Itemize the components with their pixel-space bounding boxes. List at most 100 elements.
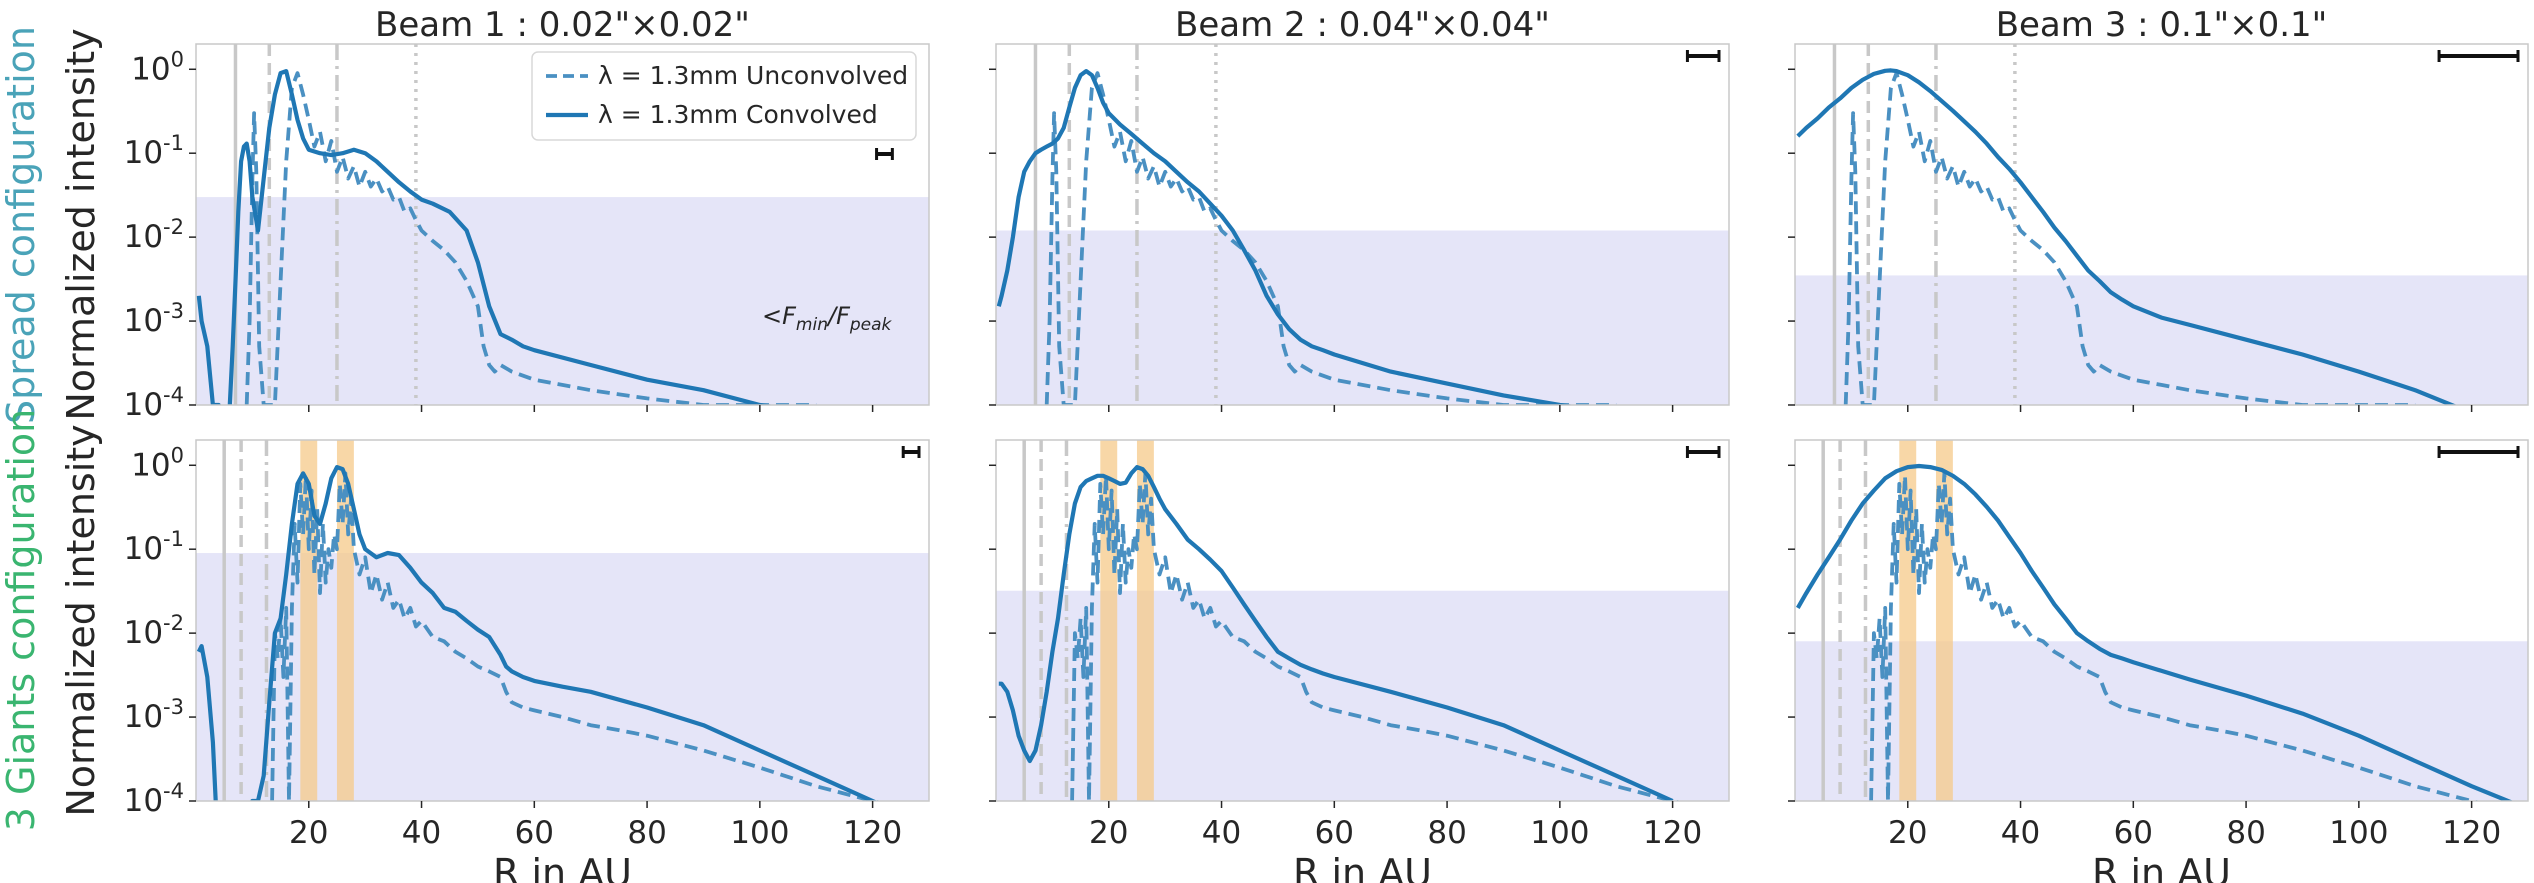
x-tick-label: 40 — [2001, 815, 2040, 851]
series-line-unconvolved — [1843, 71, 2416, 405]
y-tick-label: 100 — [131, 47, 184, 87]
y-tick-label: 10-2 — [124, 611, 184, 651]
plot-area — [196, 44, 929, 405]
threshold-band — [196, 553, 929, 801]
y-tick-label: 100 — [131, 443, 184, 483]
y-tick-base: 10 — [124, 135, 163, 171]
x-axis-label: R in AU — [2092, 851, 2231, 883]
x-axis-label: R in AU — [1293, 851, 1432, 883]
gap-band — [1100, 440, 1118, 801]
plot-area — [1795, 44, 2528, 405]
legend-label-unconvolved: λ = 1.3mm Unconvolved — [598, 61, 908, 90]
y-tick-base: 10 — [131, 51, 170, 87]
axes-frame — [995, 439, 1730, 802]
y-tick-exponent: 0 — [171, 443, 184, 467]
series-line-convolved — [1795, 463, 2514, 801]
x-tick-label: 100 — [1530, 815, 1589, 851]
y-tick-label: 10-4 — [124, 383, 184, 423]
plot-area — [196, 440, 929, 801]
panel-title: Beam 3 : 0.1"×0.1" — [1996, 5, 2328, 45]
axes-frame — [1794, 43, 2529, 406]
y-tick-exponent: 0 — [171, 47, 184, 71]
series-line-unconvolved — [1044, 71, 1617, 405]
x-axis-label: R in AU — [493, 851, 632, 883]
panel-spread-beam2: Beam 2 : 0.04"×0.04" — [989, 5, 1730, 412]
x-tick-label: 80 — [2226, 815, 2265, 851]
x-tick-label: 60 — [1315, 815, 1354, 851]
y-axis-label: Normalized intensity — [59, 28, 103, 420]
x-tick-label: 120 — [1643, 815, 1702, 851]
x-tick-label: 120 — [2442, 815, 2501, 851]
panel-title: Beam 2 : 0.04"×0.04" — [1175, 5, 1550, 45]
series-line-convolved — [196, 69, 775, 405]
panel-giants-beam2: 20 40 60 80 100 120 R in AU — [989, 439, 1730, 883]
threshold-band — [196, 197, 929, 405]
series-line-convolved — [1796, 68, 2458, 405]
y-tick-label: 10-4 — [124, 779, 184, 819]
x-tick-label: 100 — [730, 815, 789, 851]
x-tick-label: 80 — [1427, 815, 1466, 851]
y-tick-label: 10-3 — [124, 299, 184, 339]
series-line-convolved — [996, 69, 1575, 405]
x-tick-label: 20 — [289, 815, 328, 851]
x-tick-label: 100 — [2329, 815, 2388, 851]
annotation-part: peak — [849, 315, 893, 335]
annotation-part: <F — [762, 302, 797, 330]
y-tick-base: 10 — [124, 615, 163, 651]
y-tick-base: 10 — [124, 303, 163, 339]
threshold-band — [1795, 641, 2528, 801]
y-tick-exponent: -3 — [163, 695, 184, 719]
x-tick-label: 20 — [1888, 815, 1927, 851]
series-line-unconvolved — [244, 71, 817, 405]
plot-area — [996, 44, 1729, 405]
y-tick-exponent: -1 — [163, 131, 184, 155]
series-line-unconvolved — [270, 471, 882, 801]
series-line-convolved — [998, 465, 1674, 801]
axes-frame — [195, 439, 930, 802]
axes-frame — [1794, 439, 2529, 802]
y-tick-exponent: -2 — [163, 611, 184, 635]
y-axis-label: Normalized intensity — [59, 424, 103, 816]
legend-box — [531, 51, 917, 141]
y-tick-exponent: -4 — [163, 383, 184, 407]
y-tick-label: 10-1 — [124, 527, 184, 567]
row-label-giants: 3 Giants configuration — [0, 409, 43, 831]
y-tick-label: 10-1 — [124, 131, 184, 171]
threshold-band — [996, 230, 1729, 405]
axes-frame — [195, 43, 930, 406]
panel-giants-beam3: 20 40 60 80 100 120 R in AU — [1788, 439, 2529, 883]
x-tick-label: 40 — [1202, 815, 1241, 851]
y-tick-exponent: -4 — [163, 779, 184, 803]
legend: λ = 1.3mm Unconvolved λ = 1.3mm Convolved — [531, 51, 917, 141]
x-tick-label: 120 — [843, 815, 902, 851]
x-tick-label: 20 — [1089, 815, 1128, 851]
plot-area — [1795, 440, 2528, 801]
plot-area — [996, 440, 1729, 801]
gap-band — [1899, 440, 1917, 801]
legend-label-convolved: λ = 1.3mm Convolved — [598, 100, 878, 129]
row-label-spread: Spread configuration — [0, 26, 43, 424]
panel-title: Beam 1 : 0.02"×0.02" — [375, 5, 750, 45]
series-line-unconvolved — [1869, 471, 2481, 801]
y-tick-base: 10 — [131, 447, 170, 483]
y-tick-exponent: -1 — [163, 527, 184, 551]
y-tick-base: 10 — [124, 699, 163, 735]
y-tick-label: 10-2 — [124, 215, 184, 255]
y-tick-base: 10 — [124, 387, 163, 423]
x-tick-label: 60 — [2114, 815, 2153, 851]
y-tick-base: 10 — [124, 219, 163, 255]
x-tick-label: 40 — [402, 815, 441, 851]
x-tick-label: 80 — [627, 815, 666, 851]
y-tick-exponent: -3 — [163, 299, 184, 323]
y-tick-exponent: -2 — [163, 215, 184, 239]
annotation-part: /F — [826, 302, 851, 330]
y-tick-label: 10-3 — [124, 695, 184, 735]
threshold-annotation: <Fmin/Fpeak — [762, 302, 893, 335]
series-line-convolved — [196, 465, 878, 801]
axes-frame — [995, 43, 1730, 406]
threshold-band — [996, 590, 1729, 801]
